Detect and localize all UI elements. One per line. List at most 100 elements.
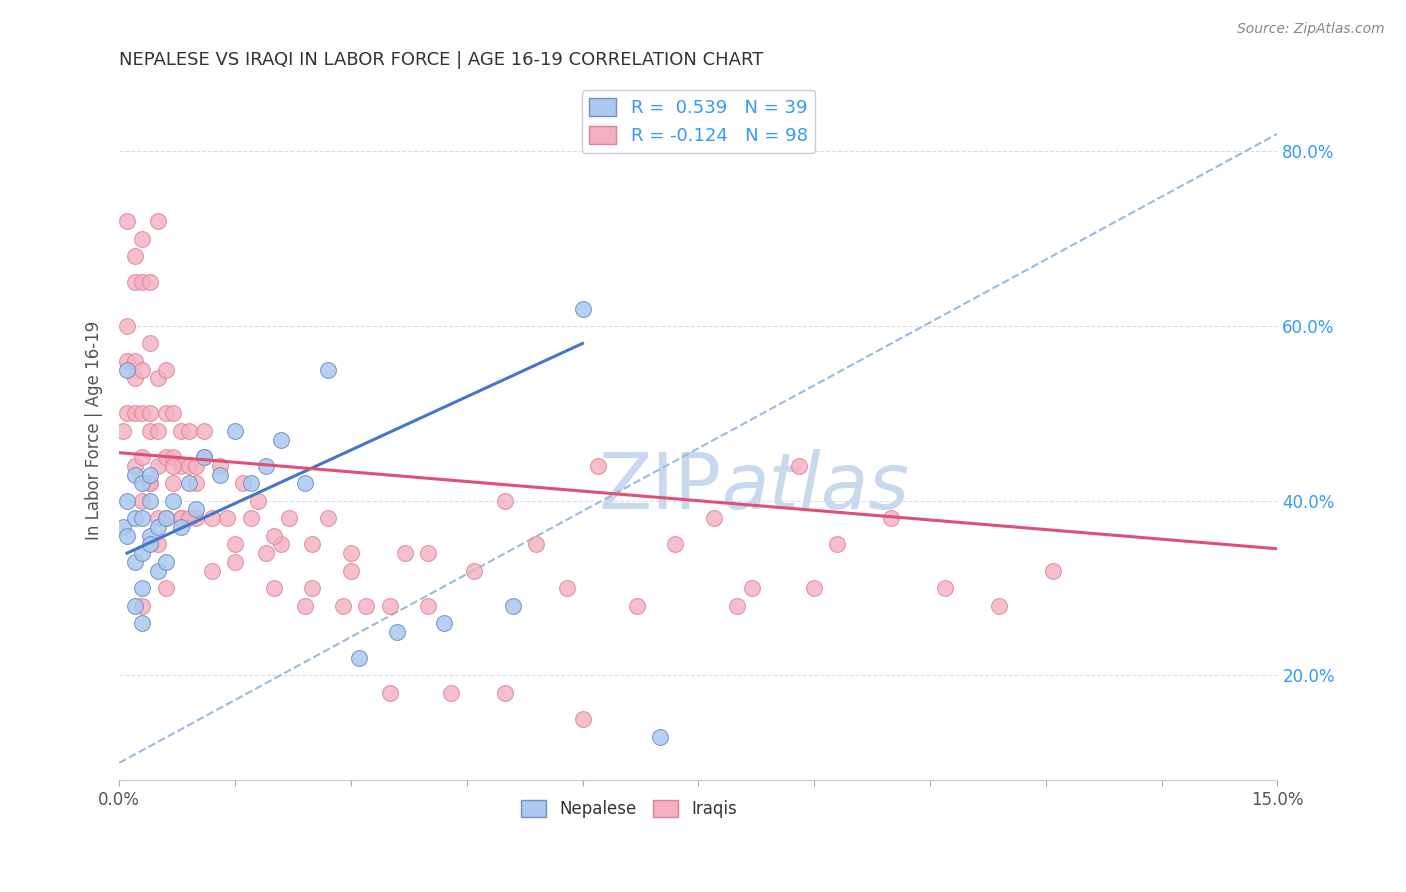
Point [155,450,177,464]
Point [139,476,162,491]
Point [170,424,193,438]
Point [186,476,208,491]
Point [332,599,354,613]
Point [124,406,146,420]
Point [131,450,153,464]
Point [139,406,162,420]
Point [703,511,725,525]
Point [124,275,146,289]
Point [387,624,409,639]
Point [193,450,215,464]
Point [224,424,246,438]
Point [254,546,277,560]
Point [170,511,193,525]
Point [201,564,224,578]
Point [186,458,208,473]
Point [170,520,193,534]
Point [340,564,363,578]
Point [232,476,254,491]
Point [139,275,162,289]
Point [217,511,239,525]
Point [193,424,215,438]
Point [201,511,224,525]
Point [270,433,292,447]
Point [239,511,262,525]
Point [787,458,810,473]
Point [316,511,339,525]
Point [186,511,208,525]
Point [177,458,200,473]
Point [394,546,416,560]
Point [112,424,135,438]
Point [162,458,184,473]
Point [155,555,177,569]
Point [131,511,153,525]
Point [827,537,849,551]
Point [139,493,162,508]
Point [115,214,138,228]
Point [301,537,323,551]
Point [170,511,193,525]
Point [934,581,956,595]
Point [124,371,146,385]
Text: ZIP: ZIP [599,449,721,524]
Point [162,493,184,508]
Point [146,214,169,228]
Point [270,537,292,551]
Point [131,599,153,613]
Point [208,458,231,473]
Point [139,476,162,491]
Point [247,493,270,508]
Point [494,493,516,508]
Point [115,406,138,420]
Point [208,467,231,482]
Point [301,581,323,595]
Point [340,546,363,560]
Point [440,686,463,700]
Point [131,362,153,376]
Point [177,511,200,525]
Point [254,458,277,473]
Point [124,599,146,613]
Point [146,537,169,551]
Point [224,555,246,569]
Point [432,615,454,630]
Point [880,511,903,525]
Point [416,546,439,560]
Text: NEPALESE VS IRAQI IN LABOR FORCE | AGE 16-19 CORRELATION CHART: NEPALESE VS IRAQI IN LABOR FORCE | AGE 1… [120,51,763,69]
Point [124,249,146,263]
Point [162,406,184,420]
Point [146,458,169,473]
Point [741,581,763,595]
Point [124,354,146,368]
Point [988,599,1011,613]
Point [664,537,686,551]
Point [263,529,285,543]
Point [170,458,193,473]
Point [131,406,153,420]
Point [177,424,200,438]
Point [115,493,138,508]
Point [239,476,262,491]
Point [131,493,153,508]
Point [502,599,524,613]
Point [146,564,169,578]
Point [146,520,169,534]
Point [648,730,671,744]
Point [193,450,215,464]
Point [155,511,177,525]
Point [112,520,135,534]
Point [146,371,169,385]
Point [131,615,153,630]
Text: atlas: atlas [721,449,910,524]
Point [155,511,177,525]
Point [1042,564,1064,578]
Point [162,476,184,491]
Point [124,511,146,525]
Point [294,476,316,491]
Point [803,581,825,595]
Y-axis label: In Labor Force | Age 16-19: In Labor Force | Age 16-19 [86,321,103,541]
Text: Source: ZipAtlas.com: Source: ZipAtlas.com [1237,22,1385,37]
Point [416,599,439,613]
Point [131,581,153,595]
